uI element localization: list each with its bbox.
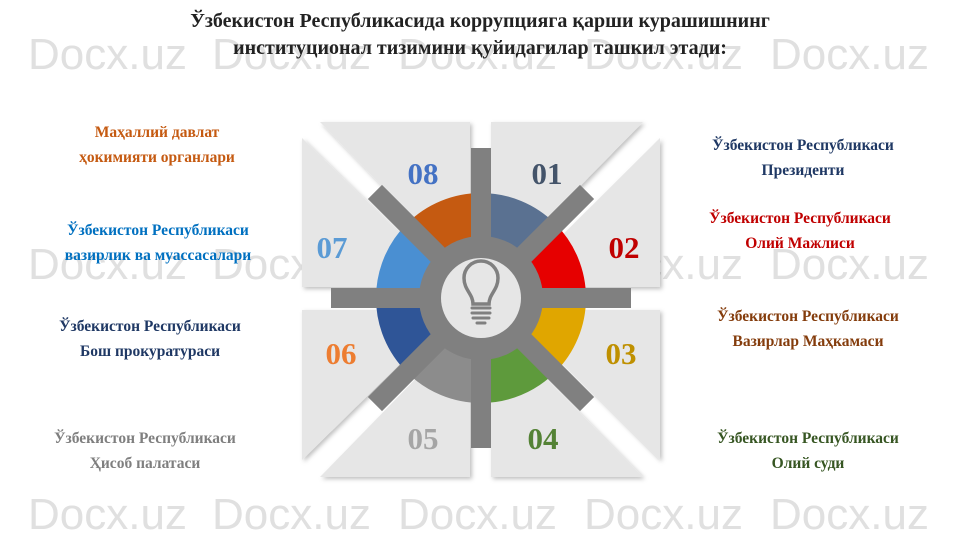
number-03: 03: [605, 336, 637, 371]
number-08: 08: [407, 156, 439, 191]
watermark: Docx.uz: [770, 240, 929, 289]
label-04-line2: Олий суди: [771, 455, 845, 472]
number-04: 04: [527, 421, 559, 456]
label-05: Ўзбекистон Республикаси Ҳисоб палатаси: [10, 426, 280, 476]
label-02-line2: Олий Мажлиси: [745, 235, 855, 252]
label-07-line2: вазирлик ва муассасалари: [64, 247, 252, 264]
label-08-line1: Маҳаллий давлат: [94, 124, 220, 141]
title-line-1: Ўзбекистон Республикасида коррупцияга қа…: [190, 10, 770, 32]
label-06: Ўзбекистон Республикаси Бош прокуратурас…: [15, 314, 285, 364]
label-07-line1: Ўзбекистон Республикаси: [67, 222, 249, 239]
label-05-line2: Ҳисоб палатаси: [89, 455, 201, 472]
label-07: Ўзбекистон Республикаси вазирлик ва муас…: [23, 218, 293, 268]
label-03-line2: Вазирлар Маҳкамаси: [732, 333, 884, 350]
label-04-line1: Ўзбекистон Республикаси: [717, 430, 899, 447]
lightbulb-icon: [462, 259, 500, 325]
label-02: Ўзбекистон Республикаси Олий Мажлиси: [665, 206, 935, 256]
number-07: 07: [316, 230, 348, 265]
label-08-line2: ҳокимияти органлари: [79, 149, 235, 166]
label-04: Ўзбекистон Республикаси Олий суди: [673, 426, 943, 476]
label-08: Маҳаллий давлат ҳокимияти органлари: [22, 120, 292, 170]
watermark: Docx.uz: [584, 30, 743, 79]
watermark: Docx.uz: [770, 490, 929, 539]
label-05-line1: Ўзбекистон Республикаси: [54, 430, 236, 447]
watermark: Docx.uz: [584, 490, 743, 539]
watermark: Docx.uz: [398, 490, 557, 539]
label-06-line2: Бош прокуратураси: [79, 343, 221, 360]
watermark: Docx.uz: [212, 30, 371, 79]
number-01: 01: [531, 156, 563, 191]
label-03-line1: Ўзбекистон Республикаси: [717, 308, 899, 325]
number-02: 02: [608, 230, 640, 265]
label-01-line1: Ўзбекистон Республикаси: [712, 137, 894, 154]
hub-center: [441, 258, 521, 338]
watermark: Docx.uz: [28, 490, 187, 539]
label-03: Ўзбекистон Республикаси Вазирлар Маҳкама…: [673, 304, 943, 354]
watermark: Docx.uz: [398, 30, 557, 79]
watermark: Docx.uz: [28, 30, 187, 79]
watermark: Docx.uz: [770, 30, 929, 79]
label-01: Ўзбекистон Республикаси Президенти: [668, 133, 938, 183]
label-02-line1: Ўзбекистон Республикаси: [709, 210, 891, 227]
label-06-line1: Ўзбекистон Республикаси: [59, 318, 241, 335]
label-01-line2: Президенти: [761, 162, 845, 179]
watermark: Docx.uz: [212, 490, 371, 539]
title-line-2: институционал тизимини қуйидагилар ташки…: [233, 37, 727, 59]
watermark: Docx.uz: [28, 240, 187, 289]
number-05: 05: [407, 421, 439, 456]
number-06: 06: [325, 336, 357, 371]
page-title: Ўзбекистон Республикасида коррупцияга қа…: [0, 8, 960, 62]
